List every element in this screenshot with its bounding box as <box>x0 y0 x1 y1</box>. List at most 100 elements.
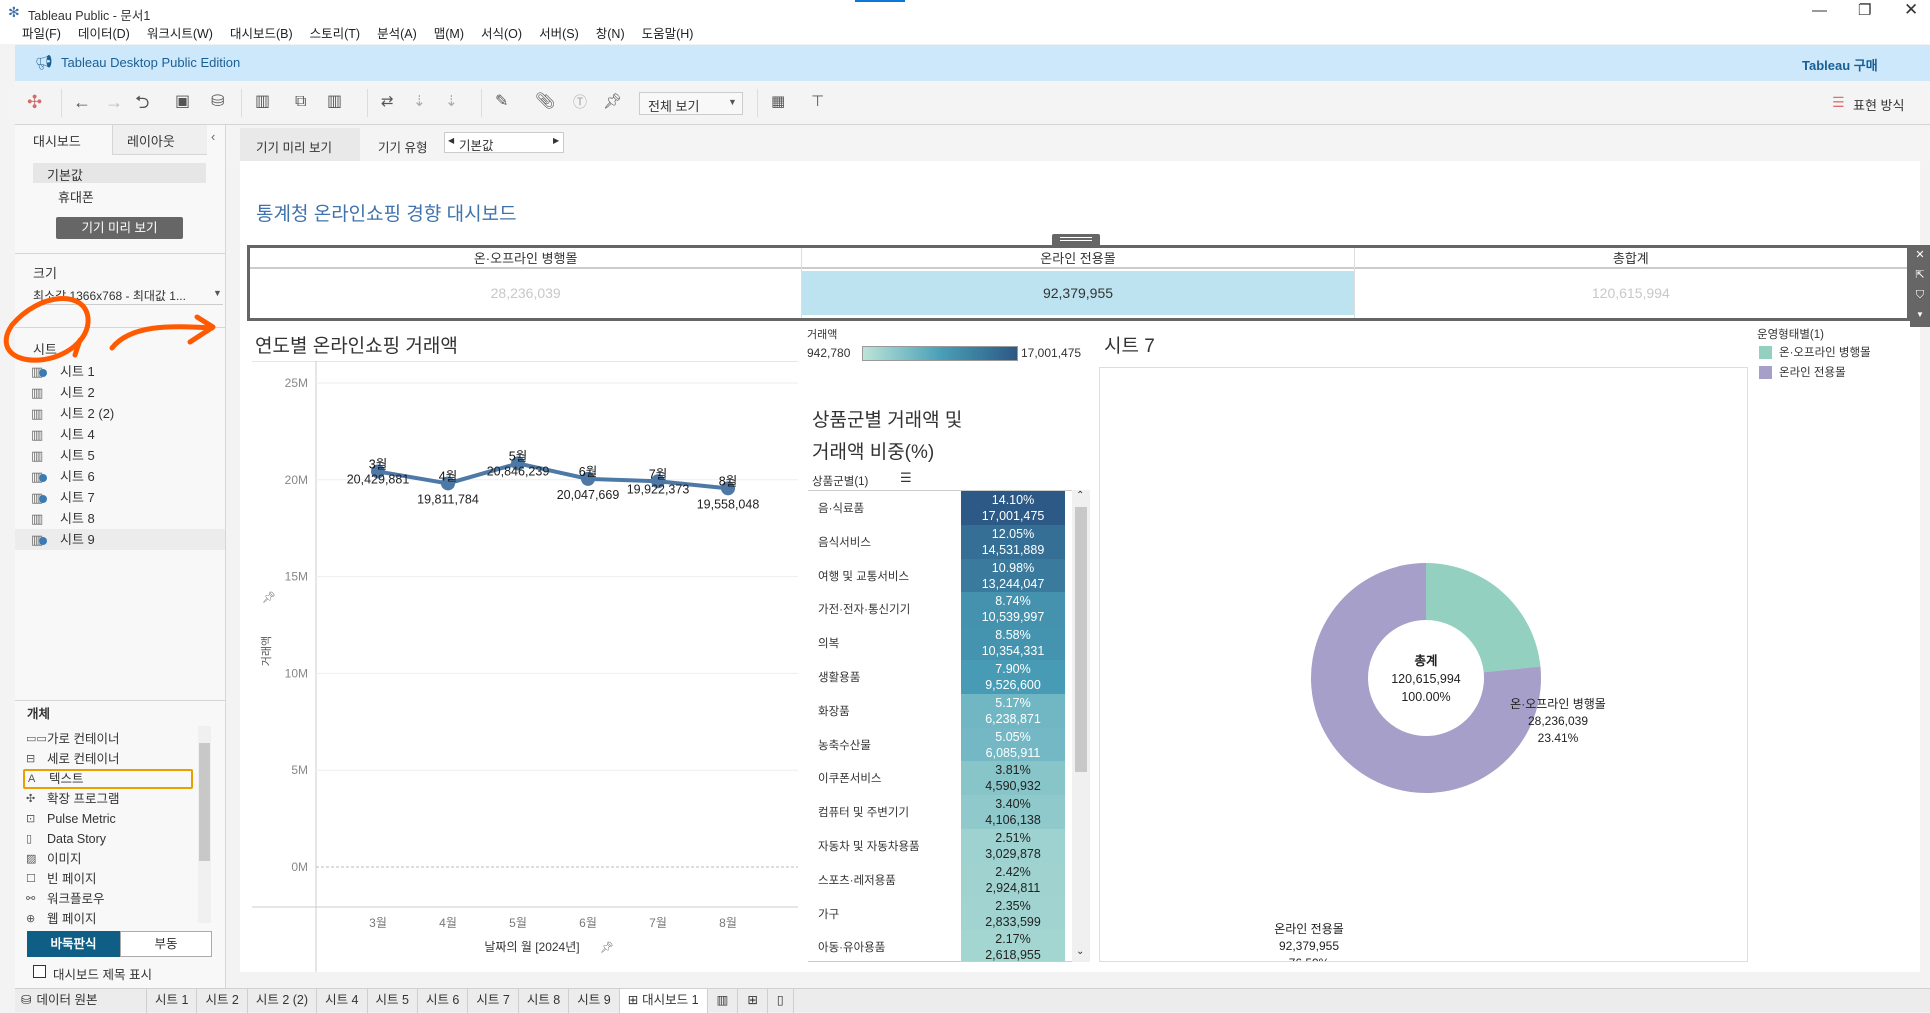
value-cell[interactable]: 10.98% 13,244,047 <box>961 558 1065 593</box>
scroll-up-icon[interactable]: ⌃ <box>1076 490 1085 501</box>
legend-item[interactable]: 온라인 전용몰 <box>1757 365 1917 385</box>
object-item[interactable]: ▭▭ 가로 컨테이너 <box>23 729 193 749</box>
object-item[interactable]: ⊡ Pulse Metric <box>23 809 193 829</box>
buy-tableau-link[interactable]: Tableau 구매 <box>1802 58 1878 73</box>
more-options-icon[interactable]: ▼ <box>1916 310 1924 319</box>
table-row[interactable]: 농축수산물 5.05% 6,085,911 <box>808 727 1072 762</box>
sheet-tab[interactable]: 시트 5 <box>368 989 418 1013</box>
show-me-button[interactable]: 표현 방식 <box>1853 98 1905 113</box>
tab-layout[interactable]: 레이아웃 <box>112 125 207 155</box>
sheet-item[interactable]: ▥ 시트 8 <box>15 508 225 529</box>
restore-icon[interactable]: ❐ <box>1858 2 1872 19</box>
column-header[interactable]: 상품군별(1) <box>812 476 869 488</box>
new-worksheet-icon[interactable]: ▥ <box>708 989 739 1013</box>
sheet-item[interactable]: ▥ 시트 1 <box>15 361 225 382</box>
new-data-source-icon[interactable]: ⛁ <box>211 93 225 110</box>
floating-button[interactable]: 부동 <box>120 931 212 957</box>
new-story-icon[interactable]: ▯ <box>768 989 794 1013</box>
kpi-column[interactable]: 온라인 전용몰 92,379,955 <box>802 248 1355 318</box>
collapse-icon[interactable]: ‹ <box>211 129 216 144</box>
data-point[interactable] <box>721 481 735 496</box>
sheet-tab[interactable]: 시트 2 (2) <box>248 989 318 1013</box>
y-axis-title[interactable]: 거래액 <box>260 636 273 666</box>
scroll-down-icon[interactable]: ⌄ <box>1076 946 1085 957</box>
menu-item[interactable]: 맵(M) <box>433 27 465 41</box>
table-row[interactable]: 스포츠·레저용품 2.42% 2,924,811 <box>808 862 1072 897</box>
device-phone[interactable]: 휴대폰 <box>33 185 206 205</box>
next-icon[interactable]: ▶ <box>553 136 560 145</box>
sheet-tab[interactable]: 시트 7 <box>468 989 519 1013</box>
sort-asc-icon[interactable]: ⇣ <box>413 93 426 110</box>
sheet-item[interactable]: ▥ 시트 2 (2) <box>15 403 225 424</box>
table-row[interactable]: 음식서비스 12.05% 14,531,889 <box>808 524 1072 559</box>
value-cell[interactable]: 8.74% 10,539,997 <box>961 592 1065 627</box>
filter-icon[interactable]: ⛉ <box>1915 289 1925 301</box>
value-cell[interactable]: 14.10% 17,001,475 <box>961 491 1065 525</box>
table-row[interactable]: 여행 및 교통서비스 10.98% 13,244,047 <box>808 558 1072 593</box>
sheet-tab[interactable]: 시트 6 <box>418 989 469 1013</box>
donut-slice[interactable] <box>1311 563 1541 793</box>
sheet-item[interactable]: ▥ 시트 6 <box>15 466 225 487</box>
value-cell[interactable]: 2.42% 2,924,811 <box>961 862 1065 897</box>
data-source-tab[interactable]: ⛁ 데이터 원본 <box>15 989 147 1013</box>
object-item[interactable]: ⊟ 세로 컨테이너 <box>23 749 193 769</box>
menu-item[interactable]: 데이터(D) <box>77 27 130 41</box>
object-item[interactable]: ▯ Data Story <box>23 829 193 849</box>
x-axis-title[interactable]: 날짜의 월 [2024년] <box>484 940 579 954</box>
kpi-container[interactable]: 온·오프라인 병행몰 28,236,039 온라인 전용몰 92,379,955 총합계… <box>247 245 1910 321</box>
table-row[interactable]: 이쿠폰서비스 3.81% 4,590,932 <box>808 761 1072 796</box>
remove-icon[interactable]: ✕ <box>1915 249 1925 261</box>
kpi-column[interactable]: 총합계 120,615,994 <box>1354 248 1907 318</box>
sheet-item[interactable]: ▥ 시트 9 <box>15 529 225 550</box>
redo-icon[interactable]: ⮌ <box>135 92 150 112</box>
table-row[interactable]: 가구 2.35% 2,833,599 <box>808 896 1072 931</box>
show-cards-icon[interactable]: ▦ <box>771 93 786 110</box>
menu-item[interactable]: 서버(S) <box>539 27 579 41</box>
attachment-icon[interactable]: 📎︎ <box>535 93 556 110</box>
legend-item[interactable]: 온·오프라인 병행몰 <box>1757 345 1917 365</box>
value-cell[interactable]: 2.51% 3,029,878 <box>961 829 1065 863</box>
sheet-item[interactable]: ▥ 시트 2 <box>15 382 225 403</box>
sheet-tab[interactable]: 시트 1 <box>147 989 198 1013</box>
scrollbar-thumb[interactable] <box>1075 507 1087 772</box>
table-row[interactable]: 가전·전자·통신기기 8.74% 10,539,997 <box>808 592 1072 627</box>
new-dashboard-icon[interactable]: ⊞ <box>738 989 768 1013</box>
data-point[interactable] <box>441 476 455 491</box>
value-cell[interactable]: 2.35% 2,833,599 <box>961 896 1065 931</box>
menu-item[interactable]: 도움말(H) <box>641 27 694 41</box>
tableau-start-icon[interactable]: ✣ <box>27 92 43 112</box>
value-cell[interactable]: 2.17% 2,618,955 <box>961 930 1065 961</box>
device-type-select[interactable]: ◀ 기본값 ▶ <box>444 132 564 153</box>
menu-item[interactable]: 워크시트(W) <box>146 27 213 41</box>
table-row[interactable]: 자동차 및 자동차용품 2.51% 3,029,878 <box>808 829 1072 863</box>
sheet-tab[interactable]: 시트 9 <box>569 989 620 1013</box>
table-row[interactable]: 의복 8.58% 10,354,331 <box>808 626 1072 660</box>
table-row[interactable]: 음·식료품 14.10% 17,001,475 <box>808 491 1072 525</box>
sheet-tab[interactable]: 시트 8 <box>519 989 570 1013</box>
menu-item[interactable]: 분석(A) <box>377 27 417 41</box>
close-icon[interactable]: ✕ <box>1904 0 1919 19</box>
data-point[interactable] <box>581 471 595 486</box>
menu-item[interactable]: 대시보드(B) <box>229 27 293 41</box>
value-cell[interactable]: 7.90% 9,526,600 <box>961 660 1065 694</box>
forward-icon[interactable]: → <box>105 92 123 112</box>
drag-handle[interactable] <box>1052 234 1100 245</box>
show-me-icon[interactable]: ☰ <box>1832 94 1845 110</box>
value-cell[interactable]: 3.81% 4,590,932 <box>961 761 1065 796</box>
data-point[interactable] <box>511 456 525 471</box>
object-item[interactable]: ✣ 확장 프로그램 <box>23 789 193 809</box>
value-cell[interactable]: 5.05% 6,085,911 <box>961 727 1065 762</box>
go-to-sheet-icon[interactable]: ⇱ <box>1915 269 1925 281</box>
table-scrollbar[interactable]: ⌃ ⌄ <box>1072 490 1090 962</box>
object-item[interactable]: ⊕ 웹 페이지 <box>23 909 193 929</box>
objects-scrollbar[interactable] <box>198 726 211 923</box>
label-icon[interactable]: Ⓣ <box>573 94 587 110</box>
scrollbar-thumb[interactable] <box>199 743 210 861</box>
object-item[interactable]: A 텍스트 <box>23 769 193 789</box>
prev-icon[interactable]: ◀ <box>448 136 455 145</box>
clear-sheet-icon[interactable]: ▥ <box>327 93 343 110</box>
sort-desc-icon[interactable]: ⇣ <box>445 93 458 110</box>
dashboard-tab-active[interactable]: ⊞ 대시보드 1 <box>619 989 708 1013</box>
presentation-mode-icon[interactable]: ⊤ <box>811 93 825 110</box>
sheet-item[interactable]: ▥ 시트 5 <box>15 445 225 466</box>
